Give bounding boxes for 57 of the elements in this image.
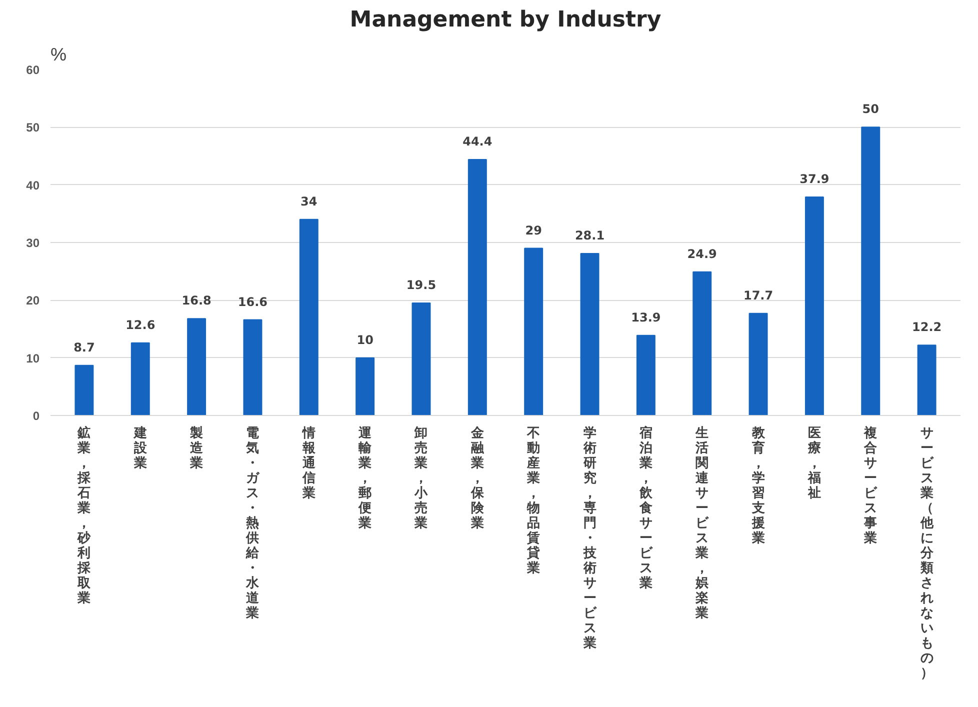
y-tick-label: 50 <box>26 120 40 135</box>
category-label: 学術研究，専門・技術サービス業 <box>583 426 596 652</box>
data-label: 16.6 <box>238 294 268 309</box>
category-label: 宿泊業，飲食サービス業 <box>639 426 652 592</box>
x-tick-label: 医療，福祉 <box>806 426 821 502</box>
bar <box>580 252 600 416</box>
bar <box>243 319 262 416</box>
category-label: サービス業（他に分類されないもの） <box>920 426 934 682</box>
bar <box>917 344 936 416</box>
y-tick-label: 30 <box>26 236 40 250</box>
data-label: 12.6 <box>126 318 156 332</box>
data-label: 34 <box>300 194 318 208</box>
bar <box>468 158 487 416</box>
bar <box>187 318 206 416</box>
bar <box>130 342 150 416</box>
bar <box>299 218 318 416</box>
category-label: 電気・ガス・熱供給・水道業 <box>246 426 260 622</box>
x-tick-label: 複合サービス事業 <box>863 425 878 546</box>
y-tick-label: 10 <box>26 351 40 366</box>
data-label: 29 <box>525 223 542 238</box>
chart-title: Management by Industry <box>350 8 662 32</box>
data-label: 50 <box>862 102 879 116</box>
data-label: 37.9 <box>800 172 830 186</box>
x-tick-label: 教育，学習支援業 <box>750 426 766 546</box>
x-tick-label: 情報通信業 <box>301 426 316 502</box>
data-label: 28.1 <box>574 228 605 242</box>
data-label: 12.2 <box>912 320 942 334</box>
bar <box>524 248 544 416</box>
y-tick-label: 40 <box>26 178 40 192</box>
y-tick-label: 60 <box>26 63 40 77</box>
data-label: 19.5 <box>406 278 436 292</box>
category-label: 鉱業，採石業，砂利採取業 <box>78 426 91 606</box>
data-label: 44.4 <box>462 134 492 148</box>
y-tick-label: 0 <box>32 409 40 423</box>
data-label: 24.9 <box>687 246 717 261</box>
x-tick-label: 卸売業，小売業 <box>414 426 429 532</box>
bar <box>412 302 431 416</box>
x-tick-label: 金融業，保険業 <box>470 426 485 532</box>
bar <box>356 357 375 416</box>
x-tick-label: 運輸業，郵便業 <box>358 426 373 532</box>
data-label: 17.7 <box>743 288 774 302</box>
y-tick-label: 20 <box>26 294 40 308</box>
data-label: 8.7 <box>74 340 95 354</box>
bar <box>861 126 880 416</box>
category-label: 不動産業，物品賃貸業 <box>527 426 540 576</box>
category-label: 生活関連サービス業，娯楽業 <box>696 426 709 622</box>
bar <box>692 271 712 416</box>
data-label: 10 <box>356 332 374 347</box>
data-label: 13.9 <box>631 310 661 324</box>
bar <box>74 364 94 416</box>
x-tick-label: 建設業 <box>132 426 148 472</box>
bar <box>804 196 824 416</box>
data-label: 16.8 <box>182 294 212 308</box>
y-axis-title: % <box>50 44 67 64</box>
bar <box>636 334 656 416</box>
x-tick-label: 製造業 <box>189 426 204 472</box>
bar <box>748 312 768 416</box>
